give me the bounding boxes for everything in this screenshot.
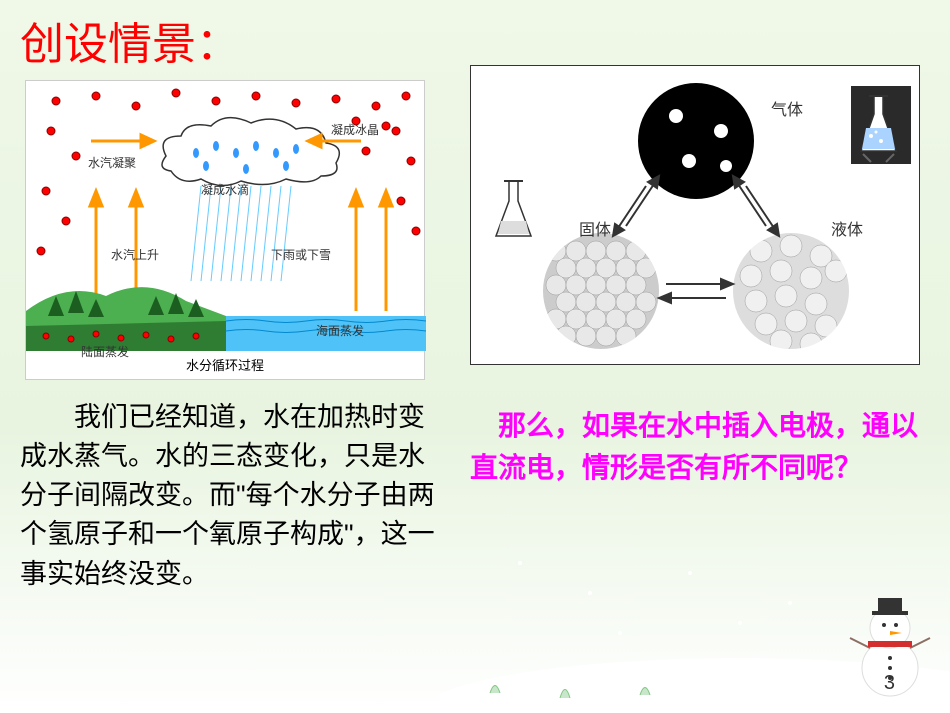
flask-liquid [851, 86, 911, 164]
label-gas: 气体 [771, 96, 803, 120]
slide-title: 创设情景： [20, 8, 240, 72]
three-states-diagram: 气体 固体 液体 [470, 65, 920, 365]
page-number: 3 [884, 672, 895, 695]
label-solid: 固体 [579, 216, 611, 240]
water-cycle-caption: 水分循环过程 [26, 355, 424, 374]
body-text-left: 我们已经知道，水在加热时变成水蒸气。水的三态变化，只是水分子间隔改变。而"每个水… [20, 398, 440, 594]
liquid-sphere [733, 233, 849, 355]
snow-decoration [440, 533, 950, 713]
cloud-shape [162, 118, 339, 186]
body-text-right: 那么，如果在水中插入电极，通以直流电，情形是否有所不同呢？ [470, 405, 920, 489]
label-ice-crystal: 凝成冰晶 [331, 121, 379, 138]
water-cycle-diagram: 水汽凝聚 凝成冰晶 凝成水滴 水汽上升 下雨或下雪 陆面蒸发 海面蒸发 水分循环… [25, 80, 425, 380]
label-water-drop: 凝成水滴 [201, 181, 249, 198]
label-liquid: 液体 [831, 216, 863, 240]
rain-lines [191, 186, 291, 281]
solid-sphere [543, 233, 659, 349]
label-condensation: 水汽凝聚 [88, 154, 136, 171]
label-precipitation: 下雨或下雪 [271, 246, 331, 263]
flask-solid [496, 181, 531, 236]
label-vapor-rise: 水汽上升 [111, 246, 159, 263]
label-sea-evap: 海面蒸发 [316, 322, 364, 339]
land-sea [26, 287, 426, 351]
